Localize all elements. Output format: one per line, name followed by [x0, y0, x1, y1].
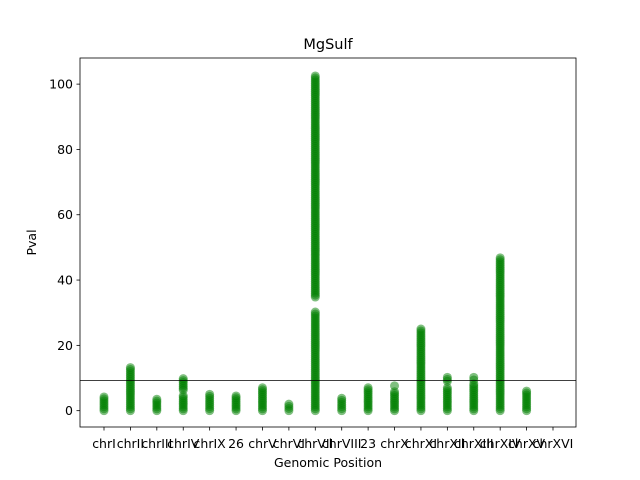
- series-chrV: [257, 383, 267, 416]
- x-tick-label: chrII: [117, 436, 144, 451]
- data-point: [310, 307, 320, 317]
- x-tick-label: chrXI: [405, 436, 437, 451]
- y-tick-label: 80: [57, 142, 73, 157]
- series-chrIV: [178, 374, 188, 416]
- x-tick-label: chrVIII: [322, 436, 362, 451]
- data-point: [178, 374, 188, 384]
- series-chrI: [99, 392, 109, 416]
- series-chrXI: [416, 324, 426, 416]
- y-axis: 0 20 40 60 80 100: [49, 77, 80, 418]
- y-tick-label: 0: [65, 403, 73, 418]
- data-points: [99, 71, 532, 416]
- series-chrXIV: [495, 253, 505, 416]
- x-tick-label: 26: [228, 436, 244, 451]
- x-tick-label: chrIV: [167, 436, 200, 451]
- x-tick-label: chrXV: [508, 436, 545, 451]
- data-point: [522, 386, 532, 396]
- data-point: [442, 372, 452, 382]
- series-chrXIII: [469, 372, 479, 416]
- x-tick-label: chrIX: [194, 436, 227, 451]
- y-tick-label: 40: [57, 273, 73, 288]
- x-axis-label: Genomic Position: [274, 455, 382, 470]
- data-point: [125, 363, 135, 373]
- series-chrXV: [522, 386, 532, 416]
- data-point: [152, 394, 162, 404]
- plot-area: [80, 58, 576, 427]
- plot-frame: [79, 57, 577, 428]
- data-point: [284, 399, 294, 409]
- chart-title: MgSulf: [303, 37, 353, 53]
- y-tick-label: 20: [57, 338, 73, 353]
- data-point: [416, 324, 426, 334]
- x-tick-label: chrXII: [429, 436, 465, 451]
- x-tick-label: chrX: [380, 436, 409, 451]
- data-point: [257, 383, 267, 393]
- x-tick-label: chrIII: [141, 436, 172, 451]
- series-23: [363, 383, 373, 416]
- series-chrVII: [310, 71, 320, 416]
- data-point: [310, 71, 320, 81]
- series-chrX: [390, 381, 400, 416]
- series-chrVI: [284, 399, 294, 416]
- series-26: [231, 391, 241, 416]
- x-tick-label: chrV: [248, 436, 277, 451]
- data-point: [469, 372, 479, 382]
- x-tick-label: chrVII: [297, 436, 333, 451]
- x-tick-label: chrXIII: [454, 436, 494, 451]
- data-point: [205, 389, 215, 399]
- x-tick-label: chrXVI: [533, 436, 574, 451]
- data-point: [337, 393, 347, 403]
- x-tick-label: chrVI: [273, 436, 305, 451]
- series-chrIX: [205, 389, 215, 416]
- x-tick-label: chrXIV: [480, 436, 521, 451]
- data-point: [442, 383, 452, 393]
- data-point: [363, 383, 373, 393]
- data-point: [231, 391, 241, 401]
- data-point: [390, 381, 400, 391]
- series-chrIII: [152, 394, 162, 416]
- x-tick-label: chrI: [92, 436, 116, 451]
- y-tick-label: 100: [49, 77, 73, 92]
- series-chrXII: [442, 372, 452, 416]
- data-point: [99, 392, 109, 402]
- series-chrII: [125, 363, 135, 416]
- x-tick-label: 23: [360, 436, 376, 451]
- y-axis-label: Pval: [24, 229, 39, 255]
- data-point: [495, 253, 505, 263]
- series-chrVIII: [337, 393, 347, 416]
- y-tick-label: 60: [57, 207, 73, 222]
